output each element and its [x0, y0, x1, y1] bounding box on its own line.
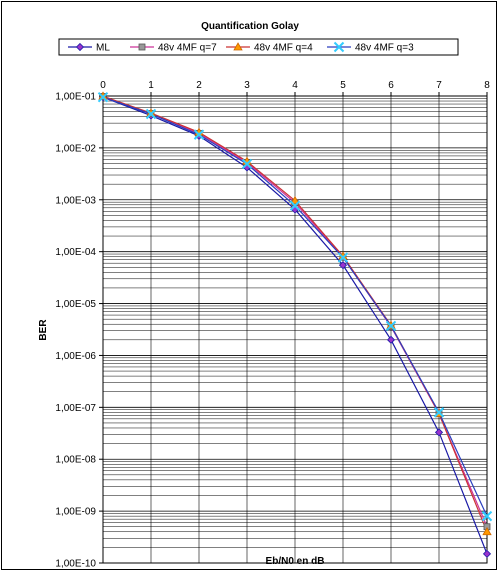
- y-tick-label: 1,00E-02: [55, 143, 96, 154]
- y-tick-label: 1,00E-03: [55, 195, 96, 206]
- x-tick-label: 4: [292, 80, 298, 91]
- chart-title: Quantification Golay: [201, 21, 299, 32]
- x-tick-label: 3: [244, 80, 250, 91]
- y-tick-label: 1,00E-06: [55, 351, 96, 362]
- x-tick-label: 0: [100, 80, 106, 91]
- y-tick-label: 1,00E-05: [55, 299, 96, 310]
- legend-label-1: ML: [96, 43, 110, 54]
- legend: ML 48v 4MF q=7 48v 4MF q=4 48v 4MF q=3: [59, 39, 458, 55]
- x-axis-ticks: 0 1 2 3 4 5 6 7 8: [100, 80, 490, 96]
- legend-label-2: 48v 4MF q=7: [158, 43, 217, 54]
- x-tick-label: 2: [196, 80, 202, 91]
- x-tick-label: 6: [388, 80, 394, 91]
- y-tick-label: 1,00E-08: [55, 455, 96, 466]
- x-tick-label: 5: [340, 80, 346, 91]
- legend-label-4: 48v 4MF q=3: [355, 43, 414, 54]
- y-tick-label: 1,00E-01: [55, 92, 96, 103]
- y-tick-label: 1,00E-09: [55, 507, 96, 518]
- x-axis-title: Eb/N0 en dB: [266, 556, 325, 567]
- legend-label-3: 48v 4MF q=4: [254, 43, 313, 54]
- y-tick-label: 1,00E-10: [55, 559, 96, 570]
- y-tick-label: 1,00E-07: [55, 403, 96, 414]
- x-tick-label: 1: [148, 80, 154, 91]
- y-axis-title: BER: [38, 319, 49, 341]
- legend-marker-2: [139, 44, 145, 50]
- x-tick-label: 7: [436, 80, 442, 91]
- x-tick-label: 8: [484, 80, 490, 91]
- y-tick-label: 1,00E-04: [55, 247, 96, 258]
- y-axis-ticks: 1,00E-01 1,00E-02 1,00E-03 1,00E-04 1,00E-05…: [55, 92, 103, 570]
